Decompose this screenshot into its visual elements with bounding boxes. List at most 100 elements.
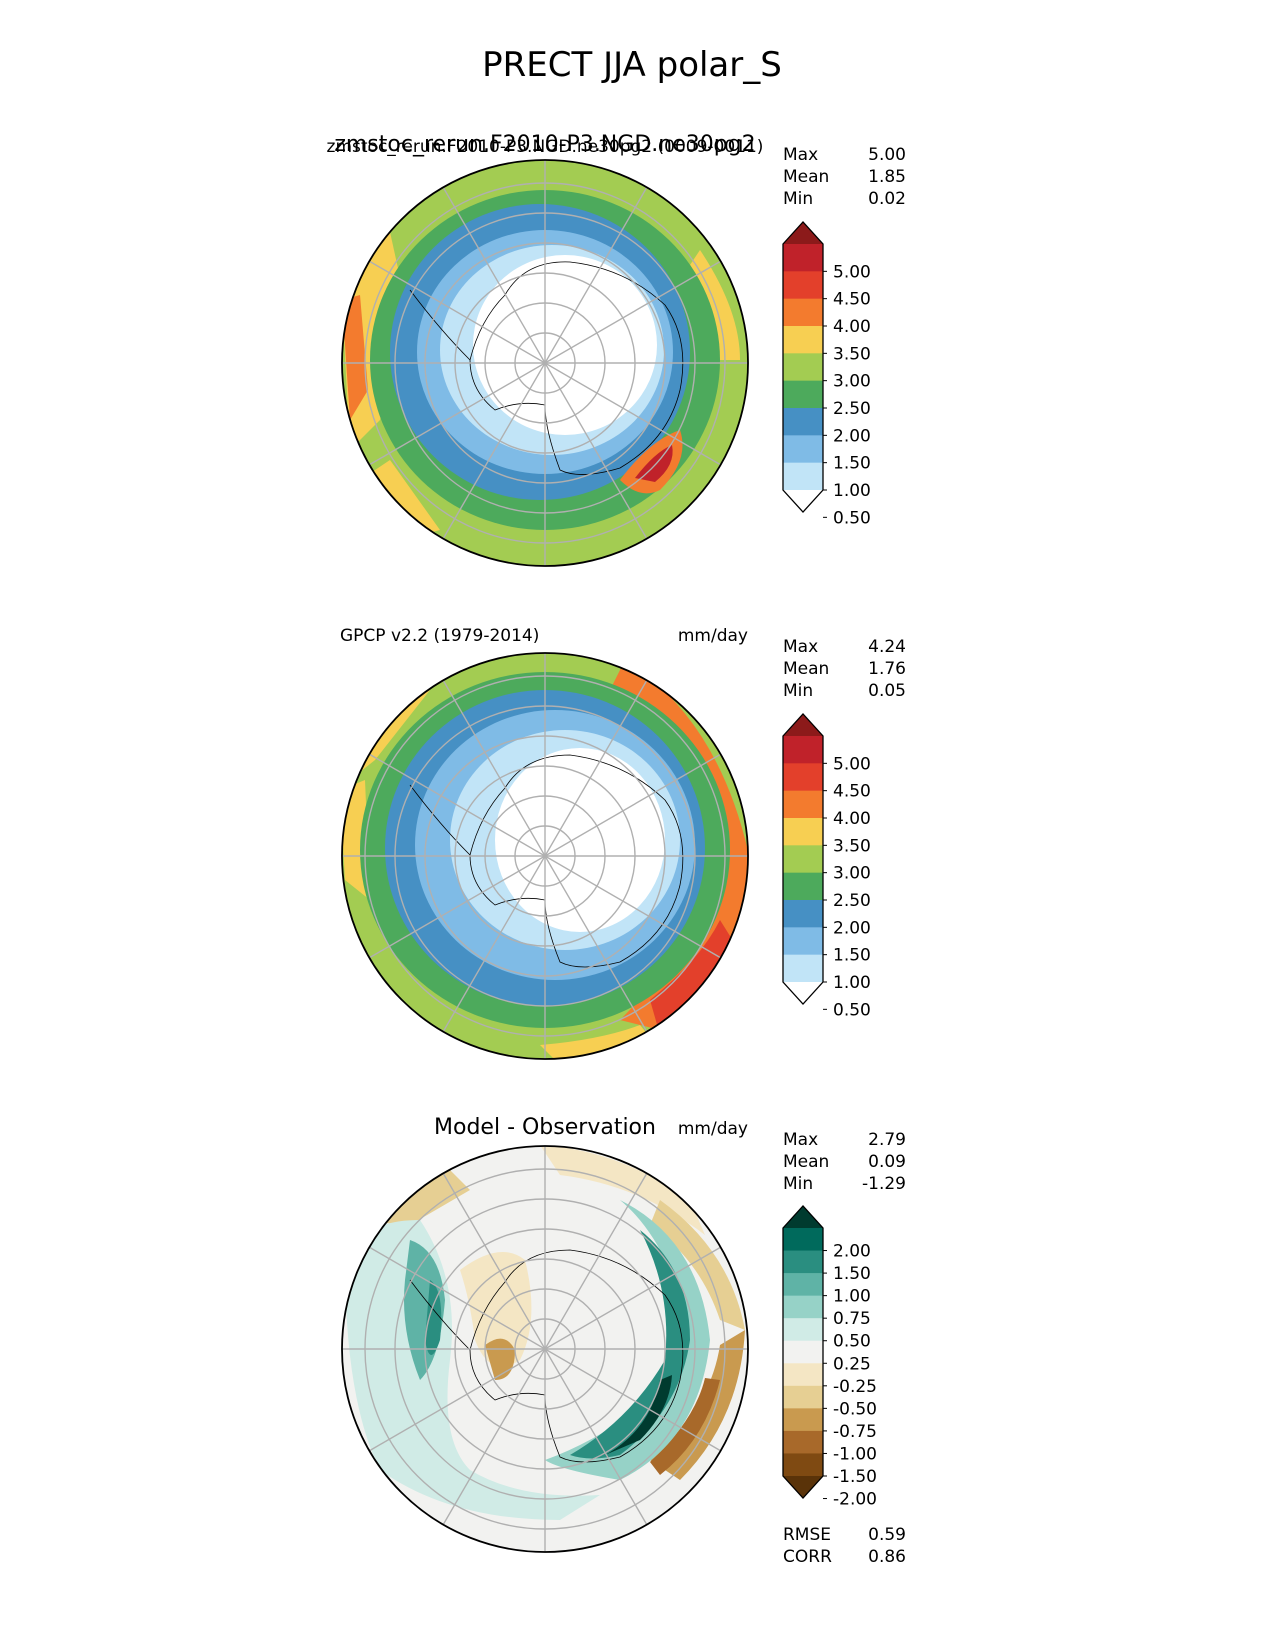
colorbar-extend-top (783, 1206, 823, 1228)
colorbar-label: 4.50 (833, 782, 871, 802)
colorbar-label: 0.50 (833, 508, 871, 528)
colorbar-swatch (783, 298, 823, 327)
coastline (469, 1249, 684, 1463)
colorbar-label: -0.25 (833, 1377, 877, 1397)
stat-max-value: 2.79 (868, 1130, 906, 1150)
colorbar-label: 4.00 (833, 317, 871, 337)
field-n-neg (540, 1146, 705, 1235)
colorbar-swatch (783, 462, 823, 491)
stat-min-value: 0.02 (868, 189, 906, 209)
field-se-4.5 (650, 920, 745, 1035)
colorbar-swatch (783, 380, 823, 409)
colorbar-swatch (783, 435, 823, 464)
colorbar-label: 1.00 (833, 973, 871, 993)
panel-diff-units: mm/day (678, 1119, 748, 1139)
colorbar-swatch (783, 1430, 823, 1454)
colorbar-swatch (783, 1228, 823, 1252)
colorbar-label: 2.00 (833, 1242, 871, 1262)
map-boundary (341, 652, 749, 1060)
stat-max-value: 5.00 (868, 145, 906, 165)
colorbar-label: 3.00 (833, 864, 871, 884)
map-diff (342, 1146, 748, 1552)
colorbar-swatch (783, 408, 823, 436)
colorbar-obs: 5.00 4.50 4.00 3.50 3.00 2.50 2.00 1.50 1.00 0.50 (782, 713, 871, 1020)
colorbar-extend-top (783, 222, 823, 244)
colorbar-label: 3.50 (833, 344, 871, 364)
rmse-label: RMSE (783, 1525, 831, 1545)
stat-mean-label: Mean (783, 659, 829, 679)
colorbar-label: 5.00 (833, 262, 871, 282)
field-s-3.5 (540, 1025, 660, 1059)
colorbar-swatch (783, 271, 823, 300)
colorbar-label: 2.50 (833, 399, 871, 419)
colorbar-label: 3.00 (833, 372, 871, 392)
colorbar-swatch (783, 1318, 823, 1342)
colorbar-label: -2.00 (833, 1490, 877, 1510)
stat-min-label: Min (783, 1174, 813, 1194)
field-e-neg-strong (650, 1378, 720, 1475)
colorbar-extend-bottom (783, 982, 823, 1004)
colorbar-swatch (783, 1408, 823, 1432)
colorbar-label: 2.00 (833, 426, 871, 446)
colorbar-label: 1.50 (833, 946, 871, 966)
colorbar-swatch (783, 353, 823, 382)
stats-obs: Max 4.24 Mean 1.76 Min 0.05 (783, 637, 906, 701)
colorbar-label: 2.50 (833, 891, 871, 911)
stat-mean-value: 0.09 (868, 1152, 906, 1172)
colorbar-swatch (783, 927, 823, 956)
colorbar-swatch (783, 872, 823, 901)
colorbar-swatch (783, 790, 823, 819)
peninsula (409, 289, 471, 361)
colorbar-label: -1.00 (833, 1444, 877, 1464)
colorbar-swatch (783, 1340, 823, 1364)
field-west-4.0 (342, 295, 368, 420)
colorbar-label: 5.00 (833, 754, 871, 774)
colorbar-swatch (783, 900, 823, 928)
map-model (342, 160, 748, 566)
stat-mean-label: Mean (783, 1152, 829, 1172)
coastline (469, 754, 684, 968)
colorbar-swatch (783, 1363, 823, 1387)
stat-mean-value: 1.85 (868, 167, 906, 187)
stats-model: Max 5.00 Mean 1.85 Min 0.02 (783, 145, 906, 209)
colorbar-label: 0.50 (833, 1332, 871, 1352)
stat-max-label: Max (783, 1130, 818, 1150)
stat-mean-label: Mean (783, 167, 829, 187)
field-interior-neg (460, 1252, 532, 1367)
stat-mean-value: 1.76 (868, 659, 906, 679)
colorbar-label: 1.00 (833, 1287, 871, 1307)
map-obs (342, 653, 748, 1059)
stat-min-label: Min (783, 189, 813, 209)
colorbar-extend-bottom (783, 490, 823, 512)
colorbar-swatch (783, 763, 823, 792)
graticule (342, 653, 748, 1059)
stat-min-value: -1.29 (862, 1174, 906, 1194)
colorbar-diff: 2.001.501.000.750.500.25-0.25-0.50-0.75-… (782, 1205, 877, 1510)
colorbar-extend-top (783, 714, 823, 736)
colorbar-label: 1.50 (833, 1264, 871, 1284)
panel-obs: GPCP v2.2 (1979-2014) mm/day (340, 626, 906, 1060)
graticule (342, 160, 748, 566)
colorbar-swatch (783, 736, 823, 764)
stat-max-label: Max (783, 637, 818, 657)
colorbar-swatch (783, 326, 823, 354)
colorbar-swatch (783, 1273, 823, 1297)
map-boundary (341, 1145, 749, 1553)
field-ne-neg (650, 1200, 745, 1330)
colorbar-swatch (783, 845, 823, 874)
stat-min-label: Min (783, 681, 813, 701)
colorbar-swatch (783, 1385, 823, 1409)
colorbar-swatch (783, 954, 823, 983)
field-0 (473, 255, 657, 435)
coastline (469, 261, 684, 475)
stat-max-value: 4.24 (868, 637, 906, 657)
colorbar-label: -0.75 (833, 1422, 877, 1442)
stat-max-label: Max (783, 145, 818, 165)
colorbar-label: 1.00 (833, 481, 871, 501)
colorbar-label: -1.50 (833, 1467, 877, 1487)
colorbar-label: 0.75 (833, 1309, 871, 1329)
colorbar-swatch (783, 1295, 823, 1319)
peninsula (409, 784, 471, 856)
map-boundary (341, 159, 749, 567)
panel-obs-title: GPCP v2.2 (1979-2014) (340, 626, 539, 646)
